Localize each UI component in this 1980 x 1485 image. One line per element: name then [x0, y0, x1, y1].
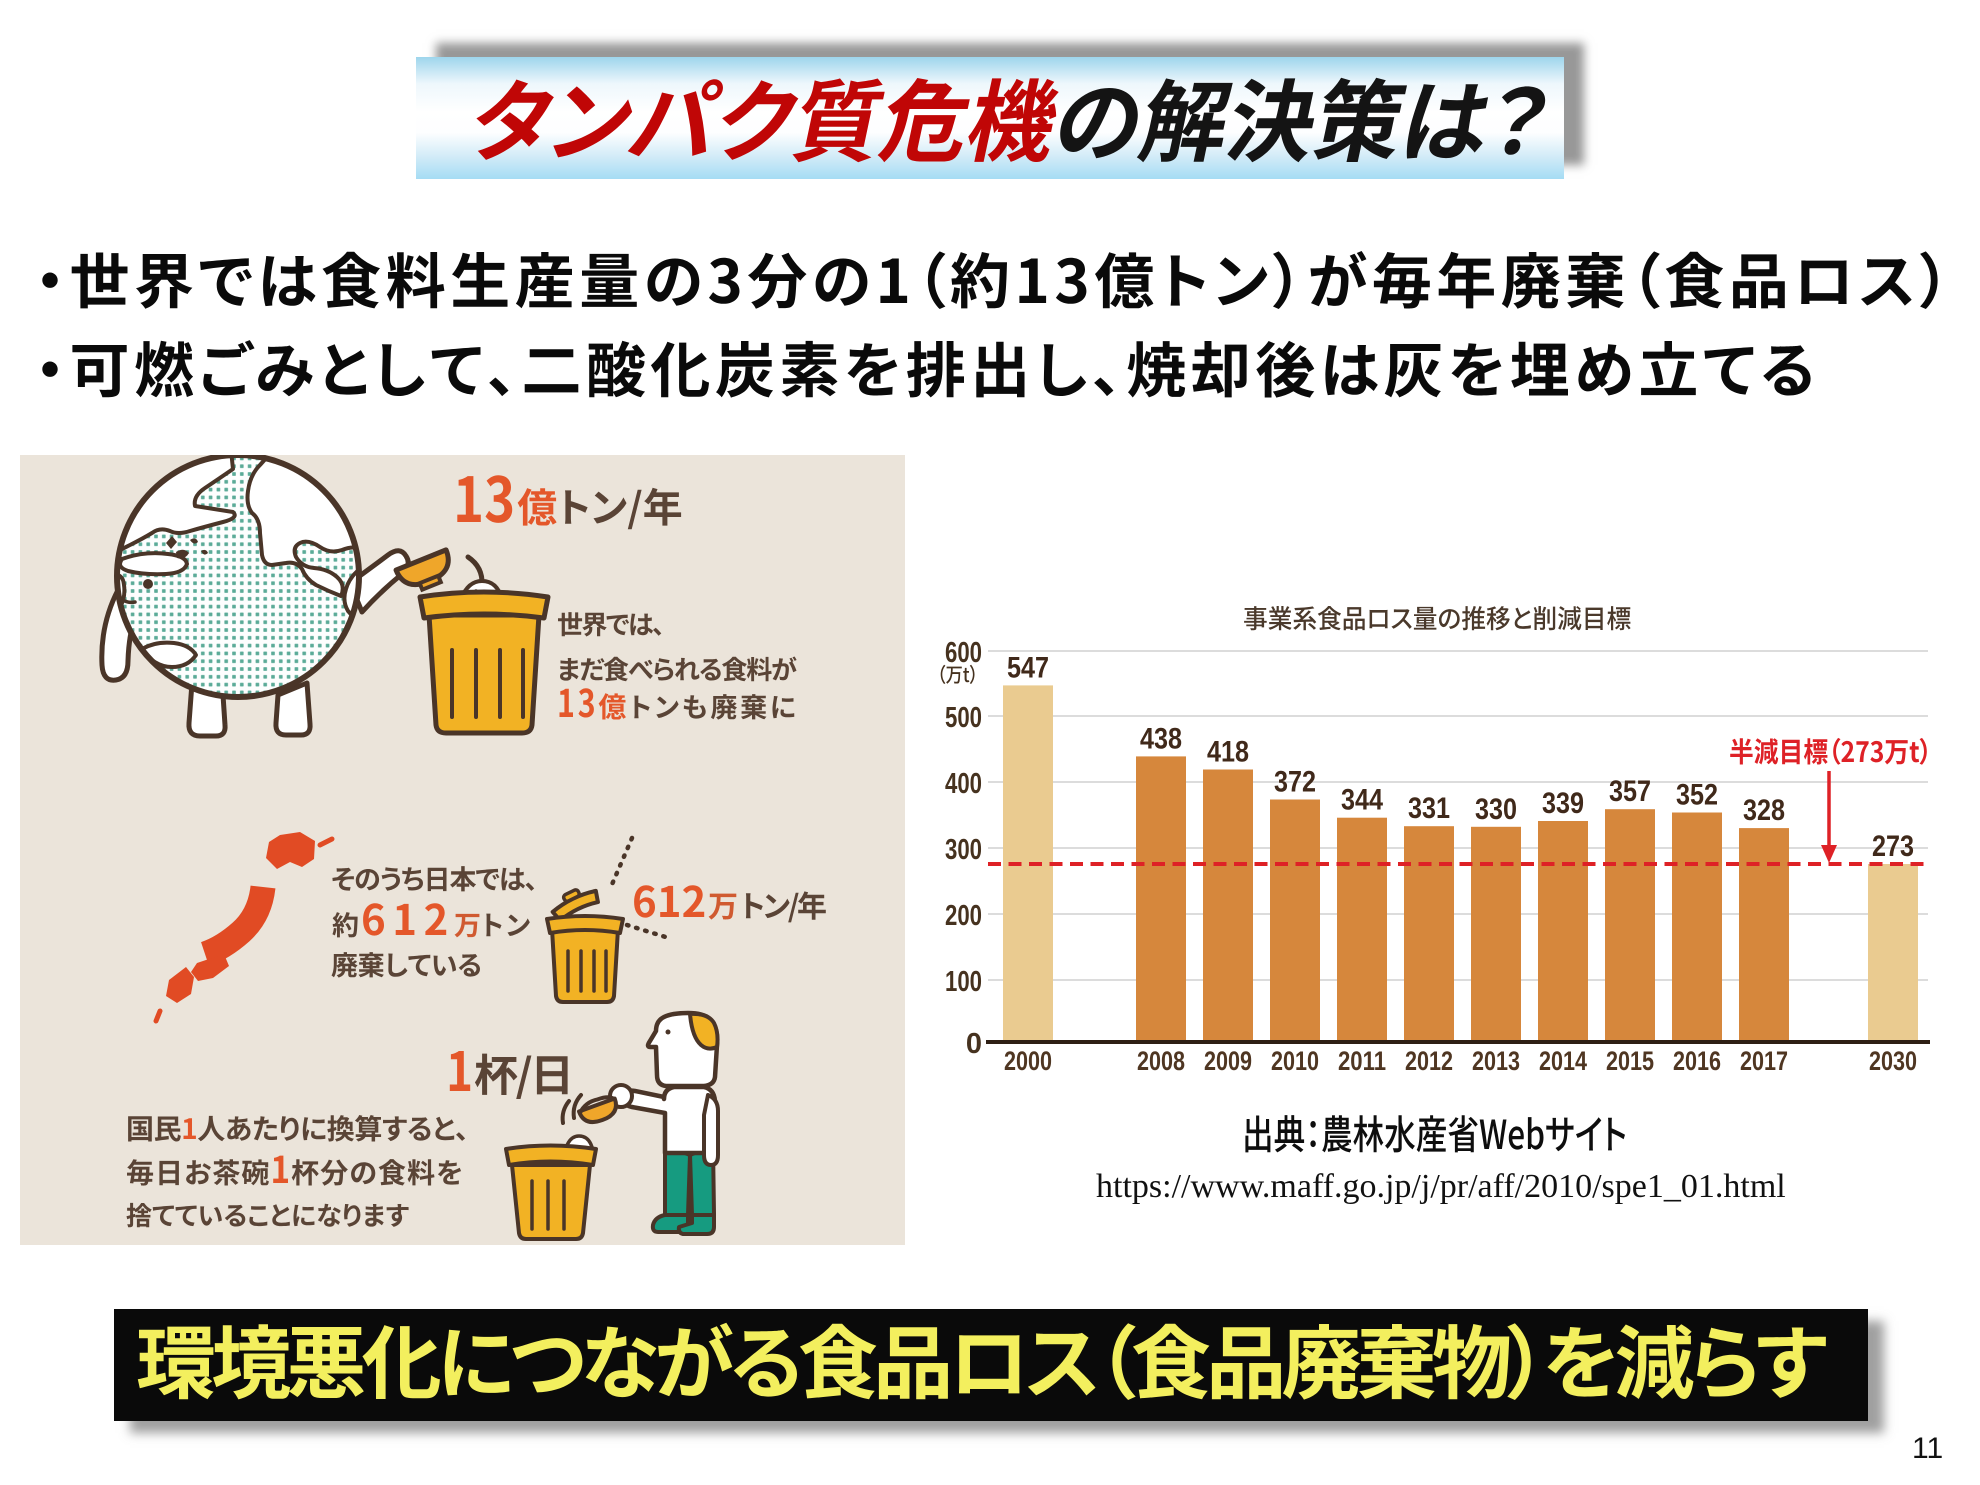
svg-text:500: 500: [945, 702, 982, 734]
svg-text:331: 331: [1408, 792, 1450, 825]
svg-text:2016: 2016: [1673, 1046, 1721, 1076]
svg-text:2010: 2010: [1271, 1046, 1319, 1076]
svg-text:330: 330: [1475, 793, 1517, 826]
svg-text:418: 418: [1207, 736, 1249, 769]
svg-text:2009: 2009: [1204, 1046, 1252, 1076]
svg-text:273: 273: [1872, 830, 1914, 863]
svg-text:344: 344: [1341, 784, 1383, 817]
svg-text:2008: 2008: [1137, 1046, 1185, 1076]
svg-text:352: 352: [1676, 779, 1718, 812]
svg-text:2012: 2012: [1405, 1046, 1453, 1076]
svg-text:400: 400: [945, 768, 982, 800]
svg-text:438: 438: [1140, 722, 1182, 755]
svg-text:2015: 2015: [1606, 1046, 1654, 1076]
svg-text:328: 328: [1743, 794, 1785, 827]
svg-text:339: 339: [1542, 787, 1584, 820]
svg-text:547: 547: [1007, 651, 1049, 684]
svg-text:0: 0: [966, 1028, 982, 1060]
svg-text:2011: 2011: [1338, 1046, 1386, 1076]
svg-text:2017: 2017: [1740, 1046, 1788, 1076]
svg-text:357: 357: [1609, 775, 1651, 808]
svg-text:2000: 2000: [1004, 1046, 1052, 1076]
svg-text:2014: 2014: [1539, 1046, 1587, 1076]
svg-text:2030: 2030: [1869, 1046, 1917, 1076]
svg-text:600: 600: [945, 637, 982, 669]
svg-text:372: 372: [1274, 766, 1316, 799]
svg-text:2013: 2013: [1472, 1046, 1520, 1076]
svg-text:200: 200: [945, 900, 982, 932]
svg-text:100: 100: [945, 966, 982, 998]
svg-text:300: 300: [945, 834, 982, 866]
